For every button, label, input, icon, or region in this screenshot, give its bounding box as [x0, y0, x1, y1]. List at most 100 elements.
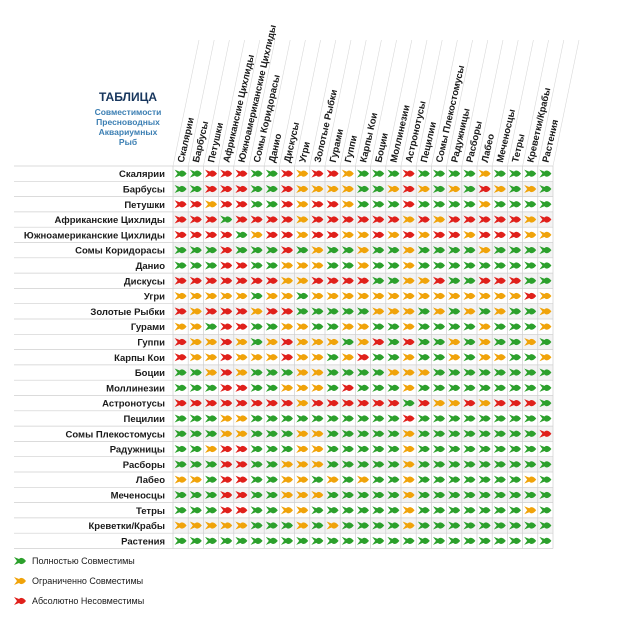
compatibility-fish-icon — [265, 276, 278, 285]
compatibility-fish-icon — [478, 429, 491, 438]
compatibility-fish-icon — [387, 460, 400, 469]
compatibility-fish-icon — [448, 337, 461, 346]
compatibility-fish-icon — [220, 169, 233, 178]
compatibility-fish-icon — [509, 307, 521, 316]
compatibility-fish-icon — [174, 215, 187, 224]
compatibility-fish-icon — [493, 429, 506, 438]
compatibility-fish-icon — [493, 322, 506, 331]
compatibility-fish-icon — [326, 383, 339, 392]
header-guide-line — [431, 39, 458, 167]
compatibility-fish-icon — [357, 276, 369, 285]
compatibility-fish-icon — [509, 261, 521, 270]
compatibility-fish-icon — [205, 307, 217, 316]
compatibility-fish-icon — [235, 353, 248, 362]
compatibility-fish-icon — [509, 383, 521, 392]
row-label: Пецилии — [123, 414, 165, 425]
compatibility-fish-icon — [265, 383, 278, 392]
compatibility-fish-icon — [205, 246, 217, 255]
compatibility-fish-icon — [311, 460, 324, 469]
compatibility-fish-icon — [357, 307, 369, 316]
compatibility-fish-icon — [509, 368, 521, 377]
compatibility-fish-icon — [174, 445, 187, 454]
row-label: Гурами — [131, 322, 165, 333]
compatibility-fish-icon — [205, 276, 217, 285]
compatibility-fish-icon — [189, 399, 202, 408]
compatibility-fish-icon — [205, 490, 217, 499]
compatibility-fish-icon — [372, 292, 385, 301]
compatibility-fish-icon — [311, 230, 324, 239]
compatibility-fish-icon — [524, 383, 537, 392]
compatibility-fish-icon — [341, 307, 354, 316]
compatibility-fish-icon — [220, 307, 233, 316]
compatibility-fish-icon — [281, 292, 293, 301]
compatibility-fish-icon — [539, 246, 552, 255]
compatibility-fish-icon — [341, 276, 354, 285]
compatibility-fish-icon — [402, 276, 415, 285]
compatibility-fish-icon — [235, 368, 248, 377]
compatibility-fish-icon — [478, 246, 491, 255]
compatibility-fish-icon — [235, 169, 248, 178]
compatibility-fish-icon — [433, 429, 445, 438]
compatibility-fish-icon — [372, 506, 385, 515]
compatibility-fish-icon — [493, 292, 506, 301]
compatibility-fish-icon — [417, 169, 430, 178]
compatibility-fish-icon — [372, 353, 385, 362]
compatibility-fish-icon — [235, 230, 248, 239]
compatibility-fish-icon — [524, 246, 537, 255]
compatibility-fish-icon — [357, 429, 369, 438]
compatibility-fish-icon — [265, 184, 278, 193]
compatibility-fish-icon — [189, 246, 202, 255]
compatibility-fish-icon — [524, 322, 537, 331]
compatibility-fish-icon — [463, 246, 476, 255]
row-label: Радужницы — [110, 445, 165, 456]
compatibility-fish-icon — [448, 353, 461, 362]
compatibility-fish-icon — [417, 246, 430, 255]
compatibility-fish-icon — [372, 445, 385, 454]
compatibility-fish-icon — [448, 445, 461, 454]
compatibility-fish-icon — [417, 414, 430, 423]
compatibility-fish-icon — [296, 536, 309, 545]
column-label: Гуппи — [343, 134, 360, 164]
compatibility-fish-icon — [463, 322, 476, 331]
compatibility-fish-icon — [250, 445, 263, 454]
compatibility-fish-icon — [433, 169, 445, 178]
compatibility-fish-icon — [341, 521, 354, 530]
compatibility-fish-icon — [539, 337, 552, 346]
compatibility-fish-icon — [189, 521, 202, 530]
row-label: Расборы — [123, 460, 165, 471]
compatibility-fish-icon — [478, 414, 491, 423]
compatibility-fish-icon — [463, 292, 476, 301]
compatibility-fish-icon — [433, 383, 445, 392]
compatibility-fish-icon — [326, 292, 339, 301]
compatibility-fish-icon — [509, 429, 521, 438]
compatibility-fish-icon — [250, 307, 263, 316]
compatibility-fish-icon — [478, 184, 491, 193]
compatibility-fish-icon — [235, 337, 248, 346]
compatibility-fish-icon — [417, 184, 430, 193]
compatibility-fish-icon — [311, 414, 324, 423]
compatibility-fish-icon — [296, 414, 309, 423]
compatibility-fish-icon — [357, 536, 369, 545]
compatibility-fish-icon — [539, 276, 552, 285]
compatibility-fish-icon — [235, 506, 248, 515]
compatibility-fish-icon — [524, 414, 537, 423]
compatibility-fish-icon — [235, 445, 248, 454]
compatibility-fish-icon — [357, 383, 369, 392]
compatibility-fish-icon — [417, 200, 430, 209]
compatibility-fish-icon — [448, 307, 461, 316]
compatibility-fish-icon — [281, 429, 293, 438]
compatibility-fish-icon — [493, 200, 506, 209]
compatibility-fish-icon — [326, 429, 339, 438]
compatibility-fish-icon — [539, 307, 552, 316]
compatibility-fish-icon — [433, 445, 445, 454]
compatibility-fish-icon — [478, 307, 491, 316]
compatibility-fish-icon — [463, 230, 476, 239]
compatibility-fish-icon — [311, 337, 324, 346]
compatibility-fish-icon — [220, 322, 233, 331]
compatibility-fish-icon — [463, 445, 476, 454]
compatibility-fish-icon — [265, 337, 278, 346]
compatibility-fish-icon — [326, 445, 339, 454]
compatibility-fish-icon — [539, 230, 552, 239]
compatibility-fish-icon — [189, 445, 202, 454]
compatibility-fish-icon — [524, 337, 537, 346]
